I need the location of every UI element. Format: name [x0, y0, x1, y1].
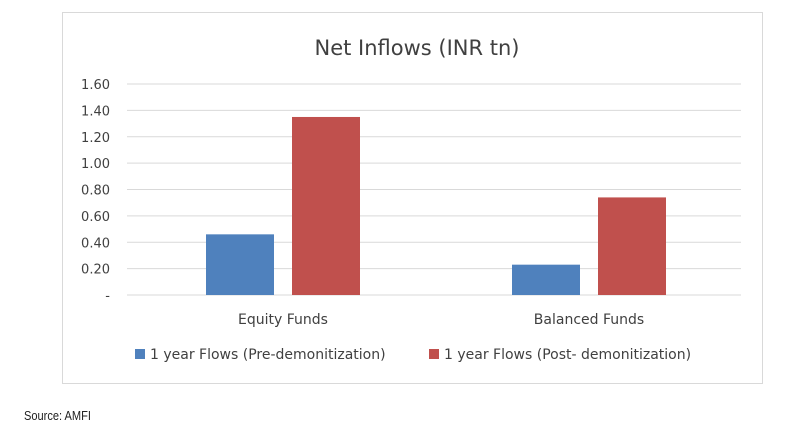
y-tick-label: 1.60 — [81, 78, 110, 93]
x-tick-label: Balanced Funds — [534, 312, 644, 328]
y-tick-label: 1.20 — [81, 131, 110, 146]
chart-title: Net Inflows (INR tn) — [314, 36, 519, 60]
y-tick-label: 1.00 — [81, 157, 110, 172]
bar-post-1 — [598, 197, 666, 295]
legend-swatch — [429, 349, 439, 359]
bar-chart: Net Inflows (INR tn) - 0.20 0.40 0.60 0.80 1.0… — [81, 36, 741, 363]
bar-pre-1 — [512, 264, 580, 295]
legend-swatch — [135, 349, 145, 359]
x-tick-label: Equity Funds — [238, 312, 328, 328]
legend-label: 1 year Flows (Post- demonitization) — [444, 347, 691, 363]
y-tick-label: 0.20 — [81, 263, 110, 278]
legend-label: 1 year Flows (Pre-demonitization) — [150, 347, 386, 363]
bar-pre-0 — [206, 234, 274, 295]
y-tick-label: 0.80 — [81, 184, 110, 199]
source-note: Source: AMFI — [24, 408, 91, 423]
y-tick-label: 0.60 — [81, 210, 110, 225]
y-tick-label: 1.40 — [81, 104, 110, 119]
y-tick-label: 0.40 — [81, 236, 110, 251]
bar-post-0 — [292, 116, 360, 295]
chart-frame: Net Inflows (INR tn) - 0.20 0.40 0.60 0.80 1.0… — [62, 12, 763, 384]
y-tick-label: - — [105, 289, 110, 304]
